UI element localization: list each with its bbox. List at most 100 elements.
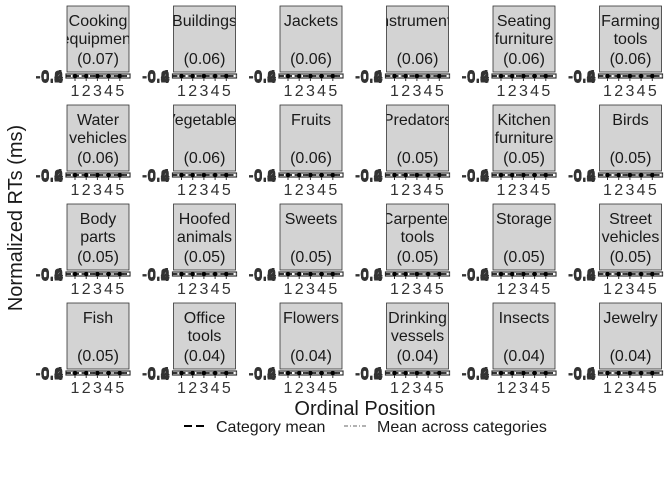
y-tick-label: 0.0 xyxy=(41,69,63,86)
y-tick-label: 0.4 xyxy=(147,367,169,384)
data-point xyxy=(650,73,655,79)
data-point xyxy=(212,73,218,79)
x-tick-label: 5 xyxy=(115,182,124,199)
y-tick-label: -0.4 xyxy=(35,167,63,184)
data-point xyxy=(190,172,195,178)
data-point xyxy=(605,73,610,79)
facet-strip xyxy=(173,5,236,73)
data-point xyxy=(201,172,207,178)
x-tick-label: 5 xyxy=(222,281,231,298)
x-tick-label: 4 xyxy=(317,281,326,298)
facet-title: Carpenter tools xyxy=(382,211,454,246)
x-tick-label: 1 xyxy=(71,83,80,100)
y-tick-label: 0.4 xyxy=(147,169,169,186)
y-tick-label: 0.4 xyxy=(147,70,169,87)
x-tick-label: 5 xyxy=(328,83,337,100)
data-point xyxy=(627,370,633,376)
data-point xyxy=(319,370,324,376)
data-point xyxy=(285,370,291,376)
x-tick-label: 5 xyxy=(541,281,550,298)
y-tick-label: 0.0 xyxy=(147,168,169,185)
x-tick-label: 4 xyxy=(211,83,220,100)
data-point xyxy=(543,370,548,376)
data-point xyxy=(224,271,229,277)
data-point xyxy=(330,370,335,376)
data-point xyxy=(403,172,408,178)
y-tick-label: 0.0 xyxy=(467,267,489,284)
data-point xyxy=(72,172,78,178)
data-point xyxy=(308,271,313,277)
data-point xyxy=(179,73,184,79)
y-tick-label: 0.0 xyxy=(147,69,169,86)
x-tick-label: 3 xyxy=(519,281,528,298)
x-tick-label: 5 xyxy=(222,380,231,397)
facet-title: Fish xyxy=(83,310,113,327)
data-point xyxy=(201,370,207,376)
y-tick-label: -0.2 xyxy=(35,167,63,184)
facet-value-label: (0.05) xyxy=(610,150,652,167)
data-point xyxy=(179,271,184,277)
data-point xyxy=(605,172,610,178)
x-tick-label: 2 xyxy=(614,83,623,100)
x-tick-label: 1 xyxy=(284,182,293,199)
y-tick-label: -0.4 xyxy=(248,68,276,85)
facet-panel: Instruments (0.06) 1 2 3 4 5 -0.4-0.20.00.20.4 xyxy=(355,5,451,100)
x-tick-label: 4 xyxy=(637,281,646,298)
y-tick-label: -0.2 xyxy=(355,68,383,85)
data-point xyxy=(510,271,515,277)
x-tick-label: 1 xyxy=(71,281,80,298)
data-point xyxy=(72,370,78,376)
data-point xyxy=(543,73,548,79)
x-tick-label: 2 xyxy=(188,83,197,100)
facet-strip xyxy=(66,5,130,73)
x-tick-label: 4 xyxy=(530,182,539,199)
y-tick-label: 0.2 xyxy=(147,268,169,285)
y-tick-label: 0.2 xyxy=(573,169,595,186)
x-tick-label: 3 xyxy=(306,182,315,199)
data-point xyxy=(414,271,420,277)
facet-strip xyxy=(66,203,130,271)
data-point xyxy=(638,73,644,79)
data-point xyxy=(117,73,123,79)
x-tick-label: 3 xyxy=(412,380,421,397)
facet-panel: Street vehicles (0.05) 1 2 3 4 5 -0.4-0.20.00.20… xyxy=(568,203,664,298)
y-tick-label: -0.4 xyxy=(35,365,63,382)
facet-panel: Water vehicles (0.06) 1 2 3 4 5 -0.4-0.20.00.20.… xyxy=(35,104,131,199)
facet-title: Water vehicles xyxy=(69,112,127,147)
x-tick-label: 3 xyxy=(93,83,102,100)
data-point xyxy=(403,73,408,79)
x-tick-label: 3 xyxy=(412,182,421,199)
data-point xyxy=(532,73,537,79)
data-point xyxy=(650,370,655,376)
facet-value-label: (0.06) xyxy=(290,51,332,68)
data-point xyxy=(224,370,229,376)
data-point xyxy=(179,172,184,178)
x-tick-label: 2 xyxy=(295,182,304,199)
facet-value-label: (0.05) xyxy=(503,150,545,167)
x-tick-label: 2 xyxy=(188,182,197,199)
facet-panel: Body parts (0.05) 1 2 3 4 5 -0.4-0.20.00.20.4 xyxy=(35,203,131,298)
data-point xyxy=(319,271,324,277)
y-tick-label: -0.2 xyxy=(35,68,63,85)
y-tick-label: 0.4 xyxy=(254,169,276,186)
y-tick-label: -0.2 xyxy=(568,365,596,382)
facet-strip xyxy=(173,302,236,370)
data-point xyxy=(605,271,610,277)
data-point xyxy=(616,73,621,79)
x-tick-label: 4 xyxy=(104,380,113,397)
facet-value-label: (0.04) xyxy=(290,348,332,365)
y-tick-label: -0.4 xyxy=(568,266,596,283)
y-tick-label: 0.0 xyxy=(360,267,382,284)
facet-value-label: (0.06) xyxy=(290,150,332,167)
facet-value-label: (0.05) xyxy=(397,150,439,167)
x-tick-label: 1 xyxy=(177,281,186,298)
facet-value-label: (0.06) xyxy=(397,51,439,68)
facet-strip xyxy=(279,104,343,172)
x-tick-label: 5 xyxy=(328,281,337,298)
y-tick-label: 0.0 xyxy=(360,366,382,383)
facet-strip xyxy=(386,104,449,172)
facet-panel: Cooking equipment (0.07) 1 2 3 4 5 -0.4-0.20.00.… xyxy=(35,5,131,100)
y-tick-label: 0.4 xyxy=(467,169,489,186)
y-tick-label: -0.2 xyxy=(142,365,170,382)
y-tick-label: -0.2 xyxy=(142,68,170,85)
